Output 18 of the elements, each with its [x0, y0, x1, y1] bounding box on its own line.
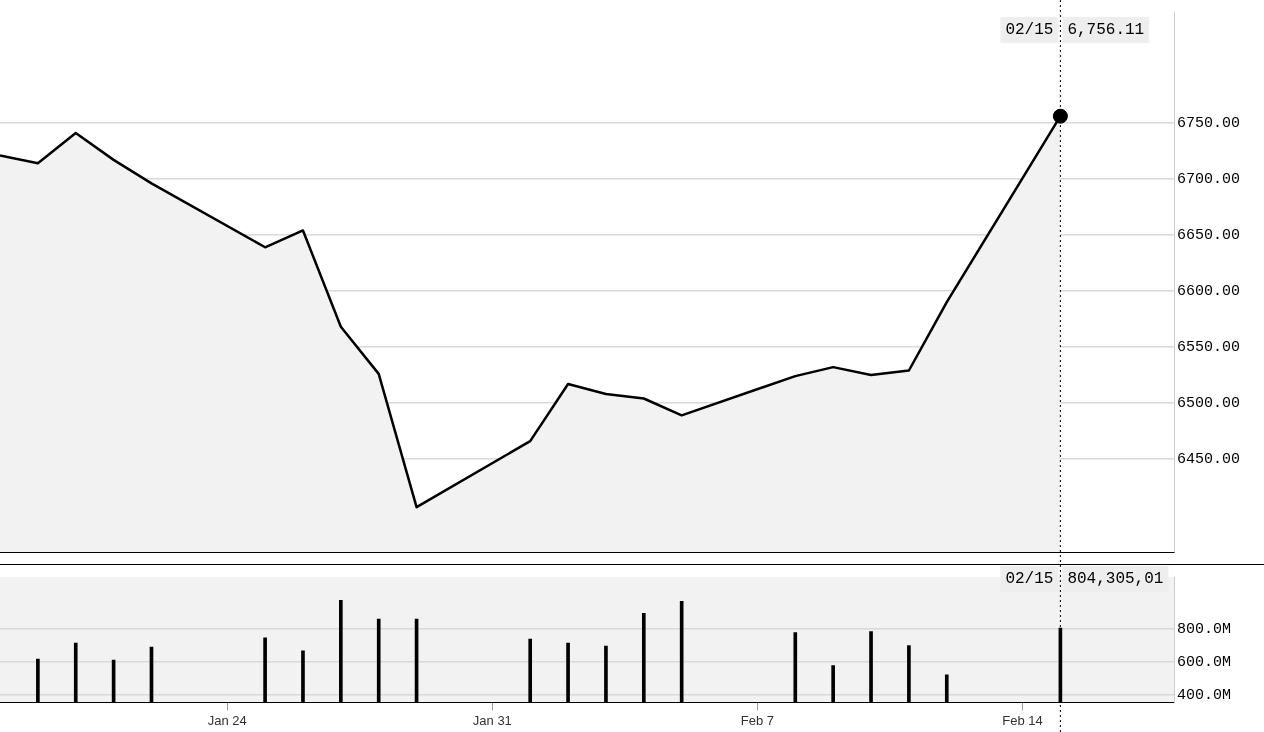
y-tick-label: 800.0M — [1177, 620, 1232, 638]
y-tick-label: 6500.00 — [1177, 394, 1241, 412]
y-tick-label: 400.0M — [1177, 686, 1232, 704]
y-tick-label: 6650.00 — [1177, 226, 1241, 244]
x-tick-label: Feb 14 — [1002, 712, 1043, 728]
x-tick-label: Jan 31 — [472, 712, 512, 728]
y-tick-label: 6750.00 — [1177, 114, 1241, 132]
y-tick-label: 6700.00 — [1177, 170, 1241, 188]
y-tick-label: 6600.00 — [1177, 282, 1241, 300]
annotation: 02/15 — [1005, 570, 1054, 589]
y-tick-label: 600.0M — [1177, 653, 1232, 671]
y-tick-label: 6550.00 — [1177, 338, 1241, 356]
annotation: 804,305,01 — [1067, 570, 1164, 589]
y-tick-label: 6450.00 — [1177, 450, 1241, 468]
annotation: 6,756.11 — [1067, 21, 1145, 40]
annotation: 02/15 — [1005, 21, 1054, 40]
x-tick-label: Feb 7 — [740, 712, 775, 728]
x-tick-label: Jan 24 — [207, 712, 247, 728]
